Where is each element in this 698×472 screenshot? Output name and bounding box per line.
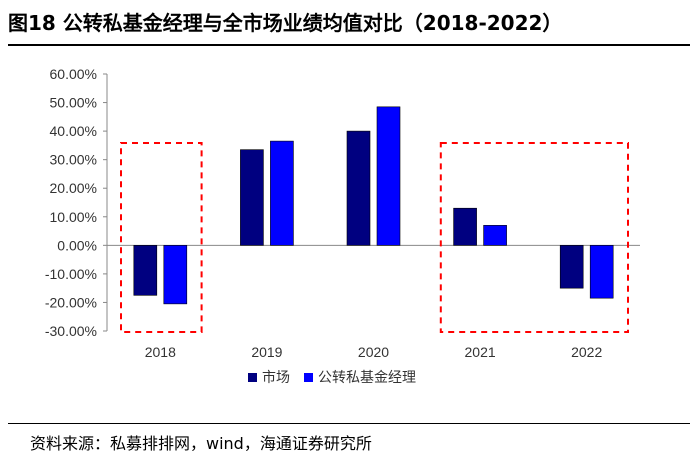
bar-公转私基金经理-2022 <box>589 245 614 299</box>
y-tick-label: 0.00% <box>57 237 97 253</box>
y-tick-label: 20.00% <box>50 180 97 196</box>
y-tick-label: 40.00% <box>50 123 97 139</box>
bar-公转私基金经理-2020 <box>376 106 401 246</box>
y-tick-label: 60.00% <box>50 66 97 82</box>
y-tick-label: 10.00% <box>50 209 97 225</box>
y-tick-label: 30.00% <box>50 152 97 168</box>
bar-市场-2022 <box>559 245 584 289</box>
highlight-box <box>120 142 203 333</box>
chart-title: 图18 公转私基金经理与全市场业绩均值对比（2018-2022） <box>8 11 563 35</box>
legend-label: 市场 <box>262 369 290 386</box>
legend-swatch <box>248 373 257 382</box>
x-tick-label: 2021 <box>465 344 496 360</box>
x-tick-label: 2018 <box>145 344 176 360</box>
bar-公转私基金经理-2018 <box>163 245 188 305</box>
x-tick-label: 2022 <box>571 344 602 360</box>
bar-市场-2021 <box>453 207 477 246</box>
y-tick-label: 50.00% <box>50 95 97 111</box>
x-tick-label: 2019 <box>251 344 282 360</box>
source-note: 资料来源：私募排排网，wind，海通证券研究所 <box>30 434 372 453</box>
legend-swatch <box>304 373 313 382</box>
legend-label: 公转私基金经理 <box>318 369 416 386</box>
bar-市场-2019 <box>240 149 264 246</box>
bar-公转私基金经理-2019 <box>270 140 294 246</box>
highlight-box <box>439 142 629 333</box>
x-tick-label: 2020 <box>358 344 389 360</box>
y-tick-label: -20.00% <box>45 294 97 310</box>
bar-公转私基金经理-2021 <box>483 225 507 246</box>
bar-市场-2018 <box>133 245 158 296</box>
title-divider <box>8 44 690 46</box>
y-tick-label: -30.00% <box>45 323 97 339</box>
y-tick-label: -10.00% <box>45 266 97 282</box>
bar-市场-2020 <box>346 130 371 246</box>
source-divider <box>8 423 690 424</box>
